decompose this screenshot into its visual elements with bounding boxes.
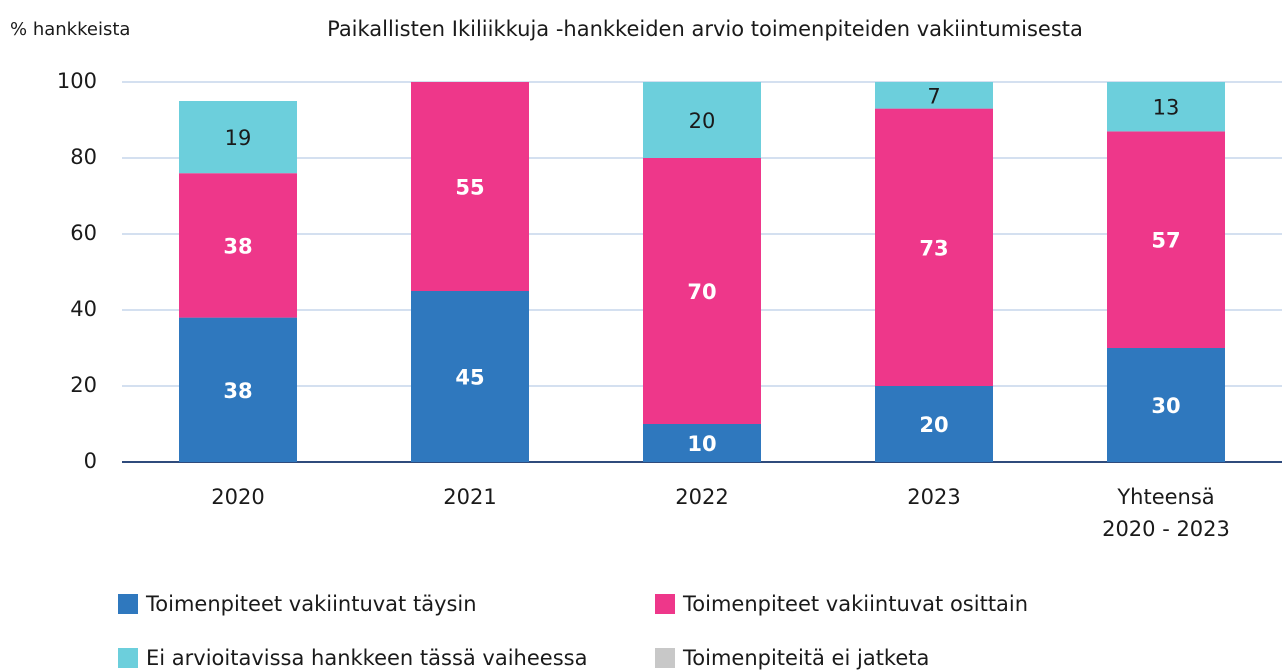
bar-segment	[643, 158, 761, 424]
data-label: 70	[687, 280, 716, 304]
bar-segment	[643, 424, 761, 462]
bar-segment	[1107, 131, 1225, 348]
legend-label: Toimenpiteet vakiintuvat täysin	[145, 592, 477, 616]
legend-label: Ei arvioitavissa hankkeen tässä vaiheess…	[146, 646, 587, 670]
legend-swatch	[655, 594, 675, 614]
data-label: 20	[919, 413, 948, 437]
data-label: 38	[223, 234, 252, 258]
y-tick-label: 100	[57, 69, 97, 93]
data-label: 45	[455, 366, 484, 390]
y-tick-label: 20	[70, 373, 97, 397]
y-tick-label: 40	[70, 297, 97, 321]
bar-segment	[411, 82, 529, 291]
data-label: 55	[455, 176, 484, 200]
chart-title: Paikallisten Ikiliikkuja -hankkeiden arv…	[327, 17, 1083, 41]
legend-swatch	[118, 648, 138, 668]
legend-label: Toimenpiteet vakiintuvat osittain	[682, 592, 1028, 616]
bar-segment	[411, 291, 529, 462]
data-label: 30	[1151, 394, 1180, 418]
data-label: 19	[225, 126, 252, 150]
data-label: 57	[1151, 229, 1180, 253]
x-tick-label: 2023	[907, 485, 961, 509]
bar-segment	[179, 317, 297, 462]
bar-segment	[875, 82, 993, 109]
x-tick-label: 2020	[211, 485, 265, 509]
bar-segment	[1107, 82, 1225, 132]
data-label: 13	[1153, 96, 1180, 120]
data-label: 20	[689, 109, 716, 133]
bar-segment	[179, 173, 297, 318]
legend-label: Toimenpiteitä ei jatketa	[682, 646, 929, 670]
legend-swatch	[655, 648, 675, 668]
x-tick-label: Yhteensä 2020 - 2023	[1102, 485, 1230, 541]
data-label: 38	[223, 379, 252, 403]
bar-segment	[179, 101, 297, 174]
x-tick-label: 2021	[443, 485, 497, 509]
y-axis-label: % hankkeista	[10, 19, 130, 40]
y-tick-label: 0	[84, 449, 97, 473]
x-tick-label: 2022	[675, 485, 729, 509]
bar-segment	[875, 386, 993, 462]
bar-segment	[1107, 348, 1225, 462]
data-label: 7	[927, 84, 940, 108]
data-label: 10	[687, 432, 716, 456]
legend-swatch	[118, 594, 138, 614]
bar-segment	[643, 82, 761, 158]
bar-segment	[875, 108, 993, 386]
y-tick-label: 60	[70, 221, 97, 245]
y-tick-label: 80	[70, 145, 97, 169]
data-label: 73	[919, 236, 948, 260]
